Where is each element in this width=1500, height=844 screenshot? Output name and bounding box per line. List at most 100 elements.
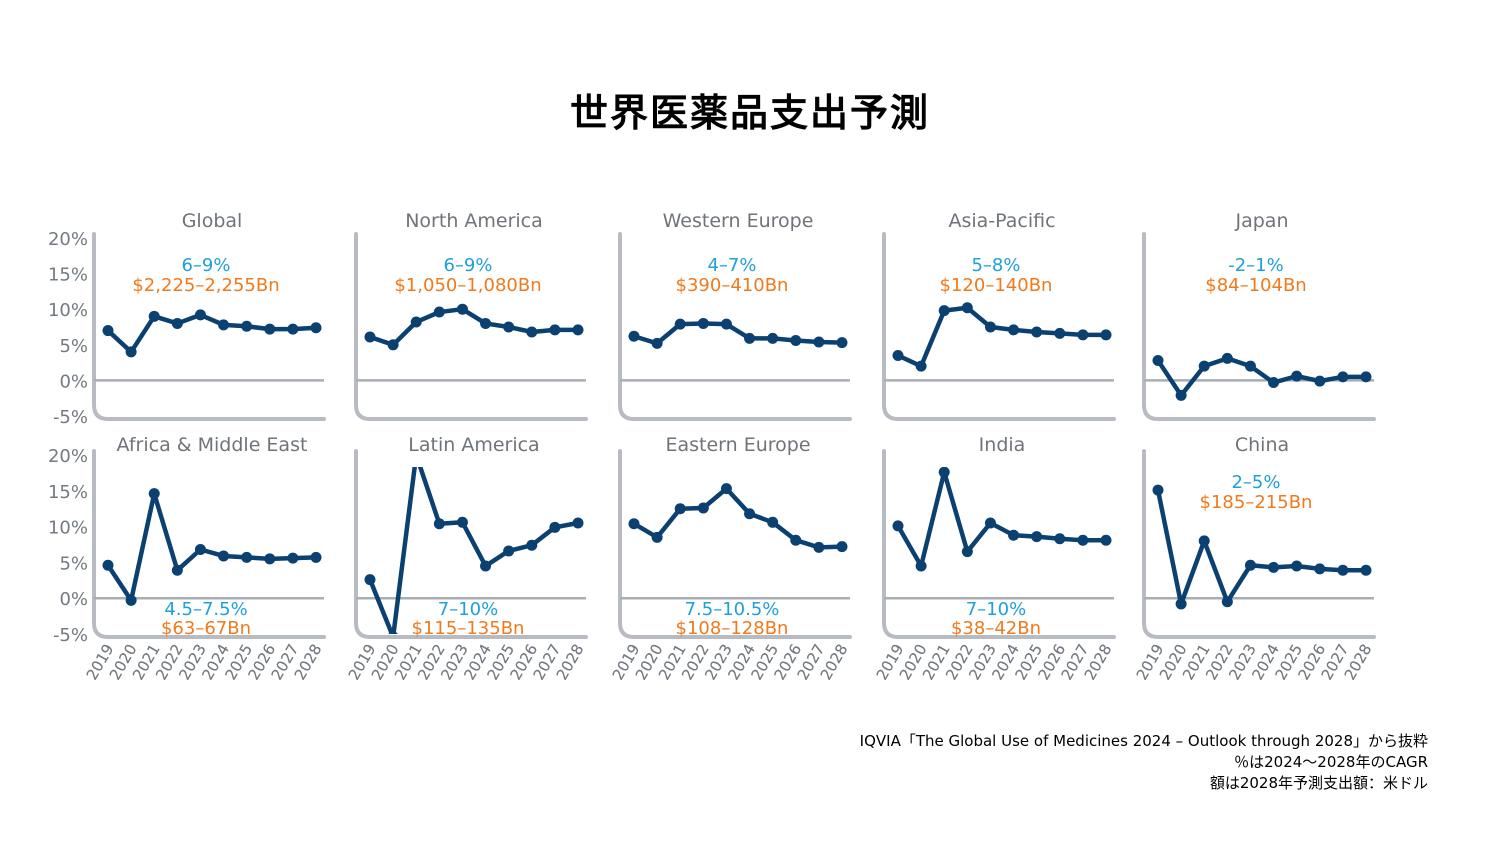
amount-label: $390–410Bn bbox=[676, 275, 789, 296]
data-point-2021 bbox=[938, 467, 950, 478]
series-north-america bbox=[364, 303, 584, 351]
data-point-2019 bbox=[1152, 484, 1164, 496]
data-point-2022 bbox=[697, 502, 709, 514]
chart-title: India bbox=[979, 434, 1026, 456]
y-tick-label: 0% bbox=[59, 589, 88, 610]
series-eastern-europe bbox=[628, 483, 848, 553]
data-point-2022 bbox=[433, 518, 445, 530]
data-point-2028 bbox=[836, 337, 848, 349]
data-point-2027 bbox=[813, 336, 825, 348]
data-point-2020 bbox=[387, 339, 399, 351]
data-point-2020 bbox=[915, 560, 927, 572]
data-point-2021 bbox=[674, 318, 686, 330]
data-point-2025 bbox=[1291, 560, 1303, 572]
series-latin-america bbox=[364, 467, 584, 634]
data-point-2022 bbox=[1221, 352, 1233, 364]
data-point-2028 bbox=[1360, 564, 1372, 576]
data-point-2023 bbox=[1244, 360, 1256, 372]
series-western-europe bbox=[628, 317, 848, 349]
data-point-2025 bbox=[1031, 531, 1043, 543]
data-point-2023 bbox=[194, 309, 206, 321]
data-point-2020 bbox=[915, 360, 927, 372]
data-point-2026 bbox=[1054, 533, 1066, 545]
chart-western-europe: Western Europe20192020202120222023202420… bbox=[609, 210, 852, 683]
amount-label: $1,050–1,080Bn bbox=[394, 275, 541, 296]
y-tick-label: 20% bbox=[48, 229, 88, 250]
data-point-2021 bbox=[938, 305, 950, 317]
data-point-2021 bbox=[1198, 535, 1210, 547]
data-point-2022 bbox=[171, 317, 183, 329]
data-point-2027 bbox=[287, 552, 299, 564]
y-tick-label: 5% bbox=[59, 336, 88, 357]
cagr-label: 7.5–10.5% bbox=[685, 599, 780, 620]
chart-india: India20192020202120222023202420252026202… bbox=[873, 434, 1116, 683]
data-point-2022 bbox=[1221, 596, 1233, 608]
y-tick-label: -5% bbox=[53, 407, 88, 428]
source-notes: IQVIA「The Global Use of Medicines 2024 –… bbox=[860, 731, 1428, 794]
data-point-2028 bbox=[1100, 329, 1112, 341]
series-asia-pacific bbox=[892, 302, 1112, 372]
chart-title: Eastern Europe bbox=[665, 434, 810, 456]
data-point-2019 bbox=[892, 349, 904, 361]
series-japan bbox=[1152, 352, 1372, 401]
data-point-2025 bbox=[503, 321, 515, 333]
data-point-2027 bbox=[1337, 371, 1349, 383]
data-point-2024 bbox=[1008, 324, 1020, 336]
data-point-2023 bbox=[456, 303, 468, 315]
data-point-2025 bbox=[767, 516, 779, 528]
data-point-2021 bbox=[148, 310, 160, 322]
data-point-2022 bbox=[433, 306, 445, 318]
series-line bbox=[367, 467, 579, 634]
series-line bbox=[1155, 489, 1366, 607]
data-point-2023 bbox=[720, 483, 732, 495]
y-tick-label: 15% bbox=[48, 482, 88, 503]
amount-label: $115–135Bn bbox=[412, 618, 525, 639]
data-point-2020 bbox=[125, 346, 137, 358]
data-point-2024 bbox=[1008, 529, 1020, 541]
data-point-2027 bbox=[1077, 329, 1089, 341]
axis-frame bbox=[1142, 232, 1376, 421]
data-point-2020 bbox=[125, 594, 137, 606]
chart-title: Japan bbox=[1235, 210, 1289, 232]
cagr-label: 7–10% bbox=[966, 599, 1026, 620]
data-point-2023 bbox=[984, 517, 996, 529]
cagr-label: 4.5–7.5% bbox=[164, 599, 247, 620]
y-tick-label: 10% bbox=[48, 518, 88, 539]
chart-eastern-europe: Eastern Europe20192020202120222023202420… bbox=[609, 434, 852, 683]
axis-frame bbox=[882, 232, 1116, 421]
source-line-amount-note: 額は2028年予測支出額：米ドル bbox=[1209, 774, 1428, 792]
data-point-2023 bbox=[456, 516, 468, 528]
data-point-2023 bbox=[1244, 559, 1256, 571]
data-point-2025 bbox=[767, 332, 779, 344]
chart-china: China20192020202120222023202420252026202… bbox=[1133, 434, 1376, 683]
data-point-2020 bbox=[1175, 598, 1187, 610]
series-line bbox=[897, 305, 1106, 369]
data-point-2023 bbox=[194, 544, 206, 556]
series-line bbox=[369, 306, 578, 348]
page-title: 世界医薬品支出予測 bbox=[569, 91, 930, 135]
data-point-2026 bbox=[264, 553, 276, 565]
axis-frame bbox=[92, 449, 326, 639]
data-point-2024 bbox=[744, 332, 756, 344]
y-tick-label: 20% bbox=[48, 446, 88, 467]
chart-title: Western Europe bbox=[663, 210, 814, 232]
chart-title: China bbox=[1235, 434, 1289, 456]
data-point-2019 bbox=[364, 331, 376, 343]
data-point-2027 bbox=[1077, 534, 1089, 546]
amount-label: $185–215Bn bbox=[1200, 492, 1313, 513]
axis-frame bbox=[618, 232, 852, 421]
data-point-2028 bbox=[1100, 534, 1112, 546]
data-point-2020 bbox=[651, 337, 663, 349]
data-point-2025 bbox=[241, 320, 253, 332]
y-tick-label: 5% bbox=[59, 553, 88, 574]
source-line-citation: IQVIA「The Global Use of Medicines 2024 –… bbox=[859, 732, 1428, 750]
series-line bbox=[106, 491, 317, 603]
data-point-2027 bbox=[549, 521, 561, 533]
cagr-label: 6–9% bbox=[181, 255, 230, 276]
series-line bbox=[632, 486, 843, 550]
cagr-label: 4–7% bbox=[707, 255, 756, 276]
series-line bbox=[896, 469, 1106, 569]
data-point-2019 bbox=[628, 518, 640, 530]
series-line bbox=[1156, 356, 1366, 398]
